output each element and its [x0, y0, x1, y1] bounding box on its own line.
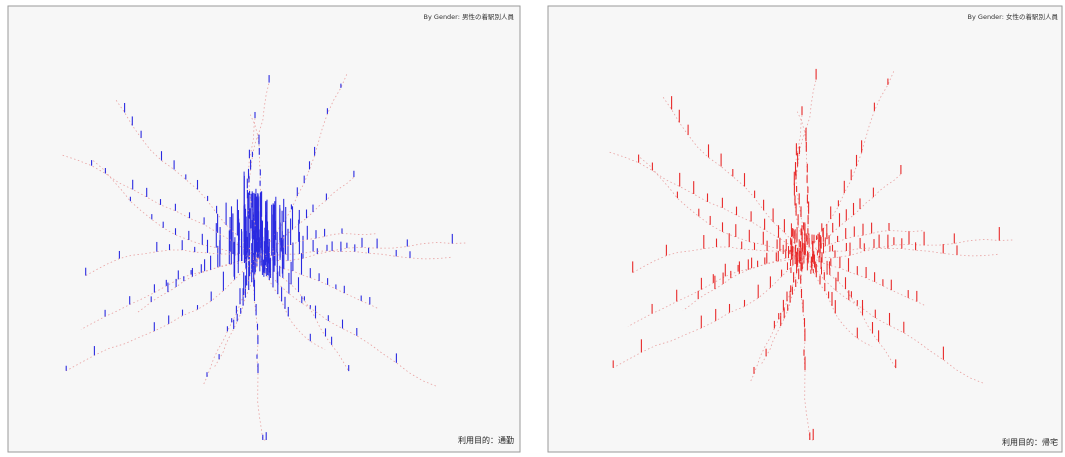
panel-caption: 利用目的：帰宅	[1002, 437, 1058, 447]
rail-line	[202, 257, 259, 387]
map-layer	[61, 74, 468, 441]
panel-frame	[7, 5, 521, 453]
rail-line	[804, 238, 1015, 259]
rail-line	[804, 254, 985, 385]
rail-line	[61, 154, 259, 259]
rail-line	[608, 151, 806, 256]
rail-line	[804, 254, 897, 369]
map-layer	[608, 68, 1015, 441]
rail-line	[257, 257, 326, 350]
panel-caption: 利用目的：通勤	[458, 435, 514, 445]
rail-line	[804, 254, 873, 347]
panel-title: By Gender: 男性の着駅別人員	[424, 12, 515, 21]
rail-line	[749, 254, 806, 384]
rail-line	[257, 176, 355, 259]
rail-line	[257, 241, 468, 262]
rail-line	[804, 173, 902, 256]
panel-title: By Gender: 女性の着駅別人員	[968, 12, 1059, 21]
rail-line	[257, 257, 438, 388]
